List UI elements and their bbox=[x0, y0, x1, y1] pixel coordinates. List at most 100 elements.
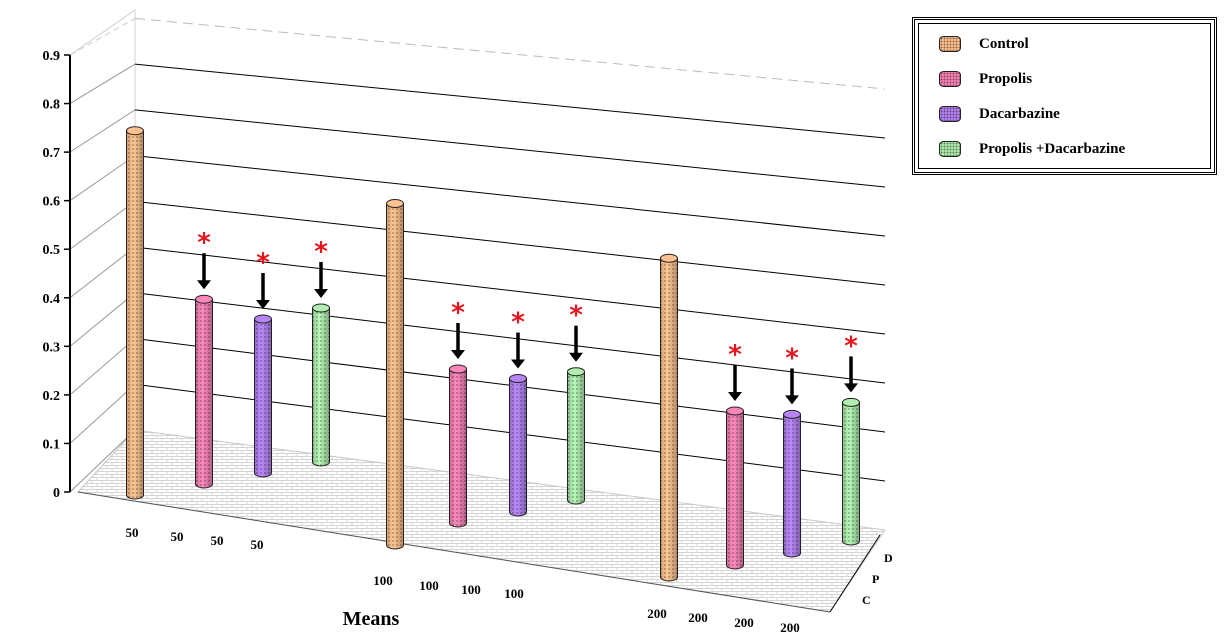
bar-texture bbox=[660, 258, 678, 581]
gridline-side bbox=[69, 429, 136, 493]
bar-top bbox=[254, 314, 272, 324]
gridline-back bbox=[134, 155, 886, 237]
legend-label: Dacarbazine bbox=[979, 105, 1060, 122]
y-tick-label: 0.5 bbox=[43, 243, 61, 258]
x-category-label: 50 bbox=[211, 533, 224, 548]
x-category-label: 100 bbox=[461, 582, 481, 597]
bar-control-1 bbox=[126, 126, 144, 500]
bar-texture bbox=[195, 299, 213, 488]
gridline-back bbox=[134, 246, 886, 335]
legend-label: Propolis +Dacarbazine bbox=[979, 140, 1126, 157]
side-wall-edge bbox=[69, 9, 136, 493]
significance-arrowhead bbox=[197, 280, 211, 290]
significance-star: * bbox=[314, 237, 328, 267]
significance-arrowhead bbox=[785, 395, 799, 405]
legend-swatch bbox=[939, 141, 961, 157]
x-category-label: 200 bbox=[780, 620, 800, 635]
depth-axis-line bbox=[829, 534, 881, 613]
depth-label: D bbox=[884, 551, 893, 565]
bar-top bbox=[312, 303, 330, 313]
gridline-back bbox=[134, 17, 886, 90]
labels: 0 0.1 0.2 0.3 0.4 0.5 0.6 0.7 0.8 0.9 * * * * * * * * * 50 5… bbox=[43, 49, 894, 635]
x-category-label: 200 bbox=[647, 606, 667, 621]
bar-propolis-dacarbazine-3 bbox=[842, 356, 860, 546]
bar-top bbox=[842, 397, 860, 407]
bar-texture bbox=[842, 402, 860, 545]
bar-top bbox=[195, 294, 213, 304]
gridline-side bbox=[69, 17, 136, 56]
bar-texture bbox=[567, 371, 585, 504]
x-category-label: 100 bbox=[373, 573, 393, 588]
legend-item: Propolis bbox=[939, 67, 1032, 91]
y-tick-label: 0.4 bbox=[43, 292, 61, 307]
x-category-label: 100 bbox=[504, 586, 524, 601]
bar-dacarbazine-1 bbox=[254, 273, 272, 478]
bar-texture bbox=[726, 411, 744, 569]
bar-propolis-3 bbox=[726, 365, 744, 570]
bar-texture bbox=[126, 130, 144, 499]
bar-texture bbox=[509, 378, 527, 516]
bar-propolis-dacarbazine-2 bbox=[567, 325, 585, 505]
bar-top bbox=[726, 406, 744, 416]
gridline-side bbox=[69, 383, 136, 444]
bar-control-2 bbox=[386, 199, 404, 550]
significance-star: * bbox=[569, 301, 583, 331]
bar-texture bbox=[783, 414, 801, 557]
legend-item: Dacarbazine bbox=[939, 102, 1060, 126]
bar-top bbox=[449, 364, 467, 374]
bar-top bbox=[126, 126, 144, 136]
gridline-side bbox=[69, 338, 136, 396]
depth-label: P bbox=[872, 572, 879, 586]
bar-dacarbazine-2 bbox=[509, 332, 527, 517]
significance-star: * bbox=[844, 331, 858, 361]
gridline-side bbox=[69, 63, 136, 104]
back-wall bbox=[69, 9, 886, 493]
bar-top bbox=[783, 409, 801, 419]
x-category-label: 50 bbox=[171, 529, 184, 544]
bar-top bbox=[509, 374, 527, 384]
significance-star: * bbox=[197, 228, 211, 258]
legend-swatch bbox=[939, 36, 961, 52]
bar-top bbox=[660, 253, 678, 263]
gridline-back bbox=[134, 109, 886, 188]
significance-arrowhead bbox=[569, 352, 583, 362]
bar-texture bbox=[254, 319, 272, 477]
y-tick-label: 0.7 bbox=[43, 146, 61, 161]
significance-star: * bbox=[511, 308, 525, 338]
legend-item: Propolis +Dacarbazine bbox=[939, 137, 1125, 161]
depth-label: C bbox=[862, 593, 871, 607]
legend-item: Control bbox=[939, 32, 1029, 56]
significance-star: * bbox=[785, 343, 799, 373]
gridline-side bbox=[69, 292, 136, 347]
x-axis-title: Means bbox=[343, 608, 400, 630]
significance-arrowhead bbox=[511, 359, 525, 369]
gridline-side bbox=[69, 200, 136, 250]
x-axis-line bbox=[77, 491, 831, 613]
significance-arrowhead bbox=[314, 289, 328, 299]
bar-control-3 bbox=[660, 253, 678, 582]
x-category-label: 200 bbox=[734, 615, 754, 630]
bar-dacarbazine-3 bbox=[783, 368, 801, 558]
bar-texture bbox=[449, 369, 467, 527]
bar-top bbox=[567, 367, 585, 377]
gridline-side bbox=[69, 109, 136, 153]
bar-propolis-1 bbox=[195, 253, 213, 489]
x-category-label: 50 bbox=[251, 537, 264, 552]
significance-star: * bbox=[728, 340, 742, 370]
x-category-label: 50 bbox=[126, 525, 139, 540]
x-category-label: 200 bbox=[688, 610, 708, 625]
legend: Control Propolis Dacarbazine Propolis +Daca… bbox=[912, 17, 1217, 175]
gridline-side bbox=[69, 246, 136, 299]
y-tick-label: 0 bbox=[53, 486, 60, 501]
y-tick-label: 0.6 bbox=[43, 195, 61, 210]
bar-propolis-dacarbazine-1 bbox=[312, 262, 330, 467]
y-tick-label: 0.9 bbox=[43, 49, 61, 64]
gridline-side bbox=[69, 155, 136, 202]
y-tick-label: 0.8 bbox=[43, 98, 61, 113]
significance-arrowhead bbox=[256, 300, 270, 310]
significance-star: * bbox=[451, 298, 465, 328]
x-category-label: 100 bbox=[419, 578, 439, 593]
gridline-back bbox=[134, 63, 886, 139]
y-tick-label: 0.1 bbox=[43, 437, 61, 452]
